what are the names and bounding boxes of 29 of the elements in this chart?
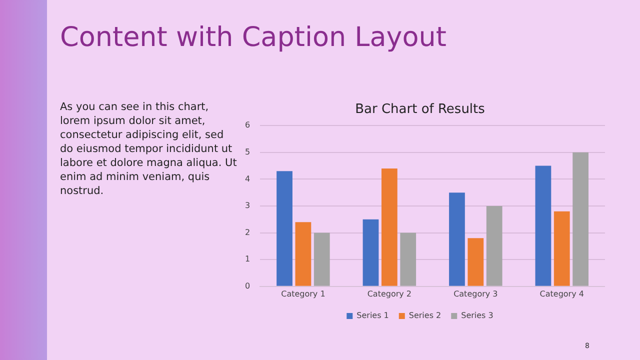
bar [554, 211, 570, 286]
y-tick-label: 6 [244, 120, 250, 130]
text: Content with Caption Layout [60, 22, 446, 53]
y-tick-label: 2 [244, 228, 250, 237]
chart-title: Bar Chart of Results [355, 102, 486, 118]
x-tick-label: Category 1 [281, 289, 326, 298]
bar [468, 238, 484, 286]
bar [449, 192, 465, 286]
y-tick-label: 5 [244, 147, 250, 156]
x-tick-label: Category 3 [454, 289, 498, 298]
bar [362, 219, 379, 286]
y-tick-label: 4 [244, 174, 250, 184]
legend-label: Series 1 [356, 311, 389, 320]
text: As you can see in this chart, lorem ipsum dolor sit amet, consectetur adipiscing elit, sed do eiusmod tempor incididunt ut labore et dolore magna aliqua. Ut enim ad minim veniam, quis nostrud. [60, 100, 238, 198]
bar [314, 232, 330, 286]
bar [400, 232, 416, 286]
bar [535, 166, 552, 286]
bar [295, 222, 312, 286]
y-tick-label: 0 [244, 281, 250, 290]
x-tick-label: Category 2 [367, 289, 412, 298]
y-tick-label: 1 [244, 254, 250, 264]
legend-label: Series 2 [408, 311, 442, 320]
x-tick-label: Category 4 [540, 289, 584, 298]
bar [276, 171, 292, 286]
bar [572, 152, 589, 286]
y-tick-label: 3 [244, 201, 250, 210]
bar [381, 168, 398, 286]
legend-label: Series 3 [461, 311, 494, 320]
bar [486, 206, 502, 286]
